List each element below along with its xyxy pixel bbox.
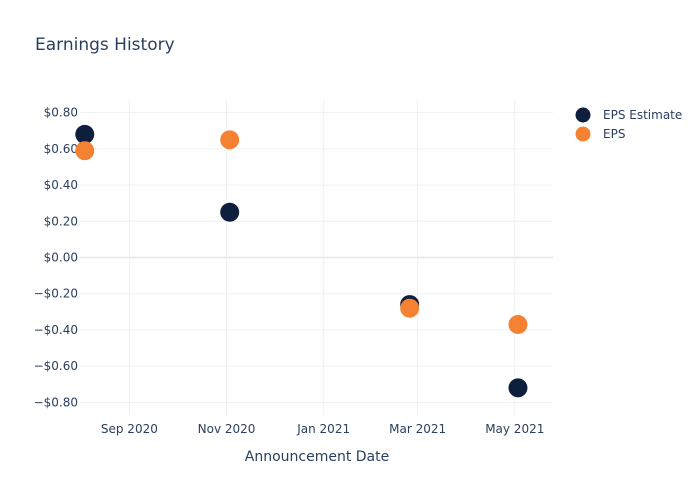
x-tick-label: May 2021 bbox=[485, 422, 544, 436]
y-tick-label: $0.80 bbox=[44, 106, 78, 120]
y-axis-ticks: $0.80 $0.60 $0.40 $0.20 $0.00 −$0.20 −$0.40 −$0… bbox=[34, 106, 78, 410]
eps-estimate-point[interactable] bbox=[75, 124, 95, 144]
x-axis-title: Announcement Date bbox=[245, 449, 389, 465]
x-tick-label: Jan 2021 bbox=[296, 422, 350, 436]
eps-point[interactable] bbox=[508, 314, 528, 334]
legend-label: EPS bbox=[603, 127, 625, 141]
y-tick-label: −$0.60 bbox=[34, 359, 78, 373]
y-tick-label: $0.40 bbox=[44, 178, 78, 192]
legend-item[interactable]: EPS bbox=[575, 126, 626, 142]
y-tick-label: $0.20 bbox=[44, 214, 78, 228]
legend-item[interactable]: EPS Estimate bbox=[575, 107, 683, 123]
data-points bbox=[75, 124, 528, 398]
eps-point[interactable] bbox=[220, 130, 240, 150]
legend-marker bbox=[575, 107, 591, 123]
y-tick-label: −$0.40 bbox=[34, 323, 78, 337]
eps-estimate-point[interactable] bbox=[508, 378, 528, 398]
y-tick-label: $0.00 bbox=[44, 251, 78, 265]
eps-point[interactable] bbox=[75, 141, 95, 161]
y-tick-label: −$0.80 bbox=[34, 395, 78, 409]
y-tick-label: −$0.20 bbox=[34, 287, 78, 301]
eps-point[interactable] bbox=[400, 298, 420, 318]
legend[interactable]: EPS Estimate EPS bbox=[575, 107, 683, 142]
eps-estimate-point[interactable] bbox=[220, 202, 240, 222]
legend-marker bbox=[575, 126, 591, 142]
x-axis-ticks: Sep 2020 Nov 2020 Jan 2021 Mar 2021 May 2021 bbox=[101, 422, 544, 436]
x-tick-label: Mar 2021 bbox=[389, 422, 446, 436]
grid-lines bbox=[80, 100, 553, 415]
x-tick-label: Nov 2020 bbox=[198, 422, 256, 436]
y-tick-label: $0.60 bbox=[44, 142, 78, 156]
chart-title: Earnings History bbox=[35, 35, 175, 55]
x-tick-label: Sep 2020 bbox=[101, 422, 158, 436]
legend-label: EPS Estimate bbox=[603, 108, 682, 122]
